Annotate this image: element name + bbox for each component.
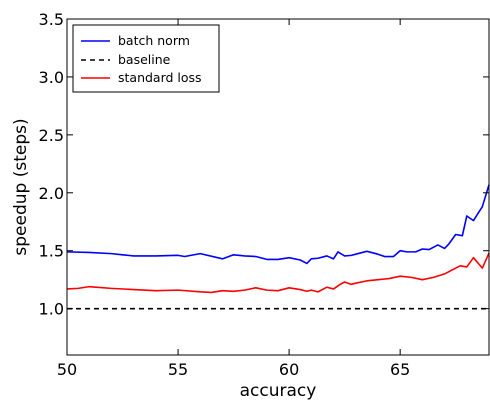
legend: batch norm baseline standard loss	[72, 24, 220, 93]
x-tick-label: 55	[168, 360, 188, 379]
y-tick-label: 3.5	[39, 10, 64, 29]
legend-box	[72, 24, 220, 93]
series-line-batch-norm	[66, 184, 490, 265]
series-line-standard-loss	[66, 252, 490, 294]
x-tick-label: 65	[390, 360, 410, 379]
x-tick-label: 50	[57, 360, 77, 379]
y-tick-label: 1.0	[39, 300, 64, 319]
y-axis-label: speedup (steps)	[11, 118, 31, 255]
y-tick-label: 2.5	[39, 126, 64, 145]
legend-label-standard-loss: standard loss	[118, 70, 202, 85]
axis-ticks: 50 55 60 65 1.0 1.5 2.0 2.5 3.0 3.5	[39, 10, 489, 379]
legend-label-baseline: baseline	[118, 52, 171, 67]
x-axis-label: accuracy	[240, 381, 317, 401]
y-tick-label: 3.0	[39, 68, 64, 87]
y-tick-label: 1.5	[39, 242, 64, 261]
plot-frame	[66, 18, 490, 356]
legend-label-batch-norm: batch norm	[118, 33, 190, 48]
x-tick-label: 60	[279, 360, 299, 379]
y-tick-label: 2.0	[39, 184, 64, 203]
plot-marks	[66, 184, 490, 310]
